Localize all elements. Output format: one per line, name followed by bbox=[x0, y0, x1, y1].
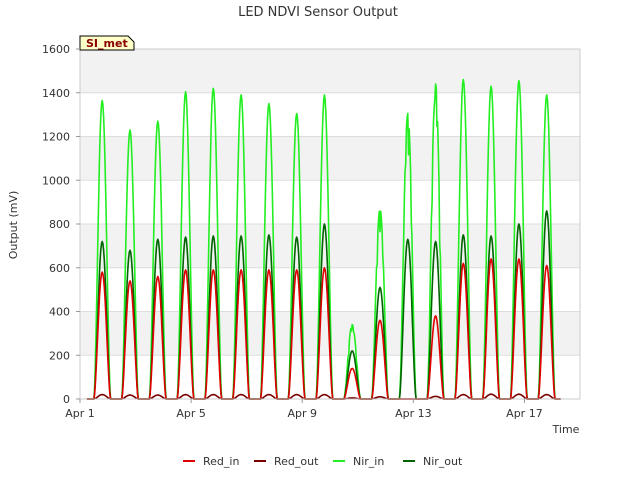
y-axis-label: Output (mV) bbox=[7, 191, 20, 260]
plot-band bbox=[80, 180, 580, 224]
series-line-red-out bbox=[86, 393, 561, 400]
x-tick-label: Apr 13 bbox=[395, 407, 432, 420]
legend-label: Red_in bbox=[203, 455, 239, 468]
chart-title: LED NDVI Sensor Output bbox=[238, 5, 398, 20]
x-tick-label: Apr 1 bbox=[65, 407, 95, 420]
plot-band bbox=[80, 92, 580, 137]
series-line-red-in bbox=[86, 258, 561, 400]
y-tick-label: 600 bbox=[49, 262, 70, 275]
series-line-nir-in bbox=[86, 78, 561, 400]
y-tick-label: 0 bbox=[63, 393, 70, 406]
legend-label: Nir_out bbox=[423, 455, 463, 468]
plot-band bbox=[80, 136, 580, 181]
legend: Red_in Red_out Nir_in Nir_out bbox=[183, 455, 463, 468]
y-tick-label: 1200 bbox=[42, 131, 70, 144]
x-tick-label: Apr 5 bbox=[176, 407, 206, 420]
y-tick-label: 800 bbox=[49, 218, 70, 231]
y-tick-label: 1400 bbox=[42, 87, 70, 100]
y-tick-label: 1600 bbox=[42, 43, 70, 56]
x-tick-labels: Apr 1 Apr 5 Apr 9 Apr 13 Apr 17 bbox=[65, 399, 543, 420]
x-tick-label: Apr 17 bbox=[506, 407, 543, 420]
x-tick-label: Apr 9 bbox=[287, 407, 317, 420]
site-badge-label: SI_met bbox=[86, 37, 128, 50]
y-tick-labels: 0 200 400 600 800 1000 1200 1400 1600 bbox=[42, 43, 80, 406]
series-layer bbox=[86, 78, 561, 400]
plot-band bbox=[80, 49, 580, 93]
x-axis-label: Time bbox=[552, 423, 580, 436]
site-badge: SI_met bbox=[79, 35, 135, 51]
y-tick-label: 200 bbox=[49, 349, 70, 362]
legend-label: Red_out bbox=[274, 455, 319, 468]
legend-label: Nir_in bbox=[353, 455, 384, 468]
y-tick-label: 1000 bbox=[42, 174, 70, 187]
y-tick-label: 400 bbox=[49, 306, 70, 319]
